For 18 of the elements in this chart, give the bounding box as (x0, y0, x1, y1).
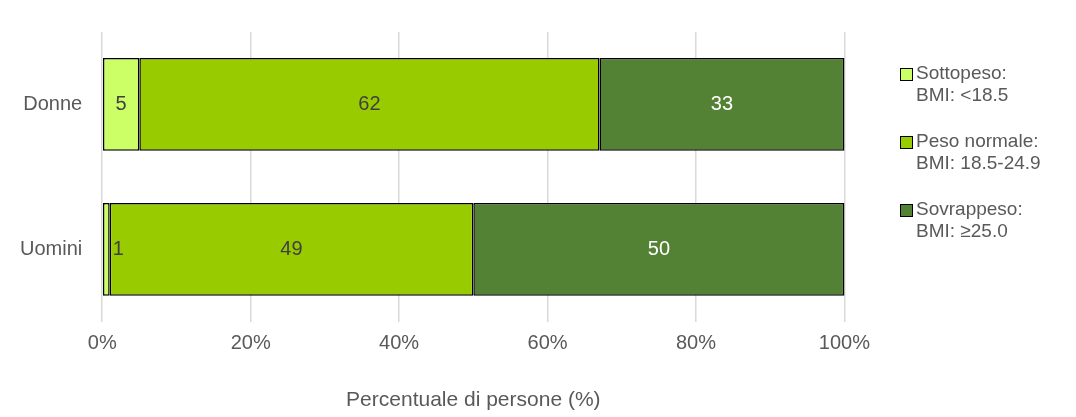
x-axis-title: Percentuale di persone (%) (346, 387, 601, 411)
x-tick-label: 100% (818, 331, 871, 354)
data-label: 1 (112, 236, 124, 259)
data-label: 33 (710, 91, 734, 114)
data-label: 62 (358, 91, 381, 114)
x-tick-label: 20% (230, 331, 271, 354)
legend-label: Sovrappeso: BMI: ≥25.0 (916, 198, 1023, 242)
data-label: 50 (647, 236, 670, 259)
data-label: 49 (280, 236, 303, 259)
y-tick-label: Donne (23, 91, 83, 114)
legend-label: Peso normale: BMI: 18.5-24.9 (916, 130, 1041, 174)
x-tick-label: 80% (675, 331, 717, 354)
y-tick-label: Uomini (19, 236, 83, 259)
data-label: 5 (115, 91, 127, 114)
x-tick-label: 40% (379, 331, 420, 354)
x-tick-label: 60% (527, 331, 568, 354)
legend-label: Sottopeso: BMI: <18.5 (916, 62, 1009, 106)
x-tick-label: 0% (87, 331, 117, 354)
